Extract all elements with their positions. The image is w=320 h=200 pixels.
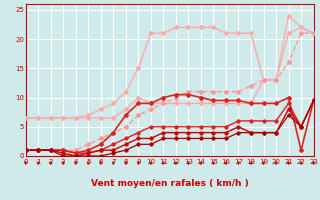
X-axis label: Vent moyen/en rafales ( km/h ): Vent moyen/en rafales ( km/h ) [91, 179, 248, 188]
